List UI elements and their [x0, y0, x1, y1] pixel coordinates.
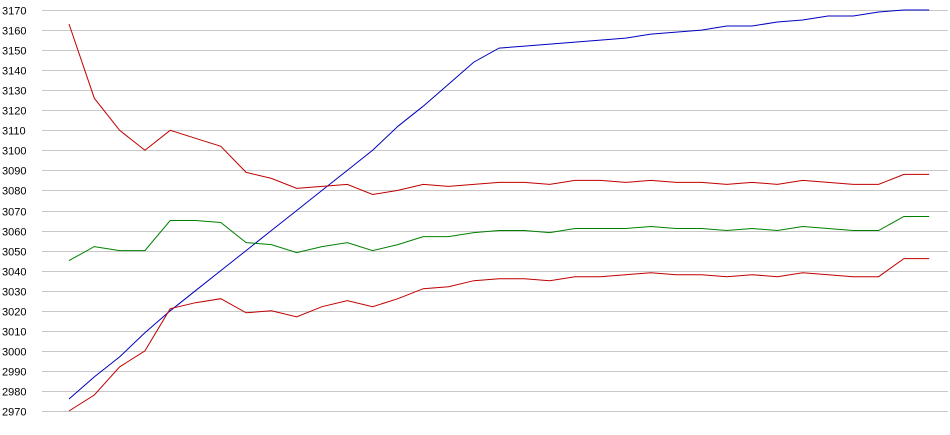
y-tick-label: 3110: [2, 126, 26, 138]
series-group: [68, 9, 930, 412]
y-tick-label: 3120: [2, 106, 26, 118]
y-tick-label: 3090: [2, 166, 26, 178]
series-line-4: [68, 258, 930, 412]
y-tick-label: 3160: [2, 26, 26, 38]
series-line-2: [68, 23, 930, 196]
series-line-3: [68, 216, 930, 262]
y-tick-label: 3000: [2, 347, 26, 359]
y-tick-label: 3010: [2, 327, 26, 339]
y-tick-label: 2980: [2, 387, 26, 399]
y-tick-label: 2970: [2, 407, 26, 419]
y-tick-label: 3060: [2, 227, 26, 239]
y-tick-label: 3020: [2, 307, 26, 319]
series-line-1: [68, 9, 930, 400]
y-tick-label: 3040: [2, 267, 26, 279]
y-tick-label: 3170: [2, 6, 26, 18]
y-tick-label: 3080: [2, 186, 26, 198]
y-tick-label: 2990: [2, 367, 26, 379]
y-tick-label: 3130: [2, 86, 26, 98]
grid: [42, 10, 948, 412]
y-tick-label: 3050: [2, 247, 26, 259]
y-tick-label: 3030: [2, 287, 26, 299]
y-tick-label: 3100: [2, 146, 26, 158]
y-tick-label: 3070: [2, 207, 26, 219]
y-tick-label: 3140: [2, 66, 26, 78]
y-axis-labels: 2970 2980 2990 3000 3010 3020 3030 3040 3050 3060…: [2, 6, 26, 419]
y-tick-label: 3150: [2, 46, 26, 58]
